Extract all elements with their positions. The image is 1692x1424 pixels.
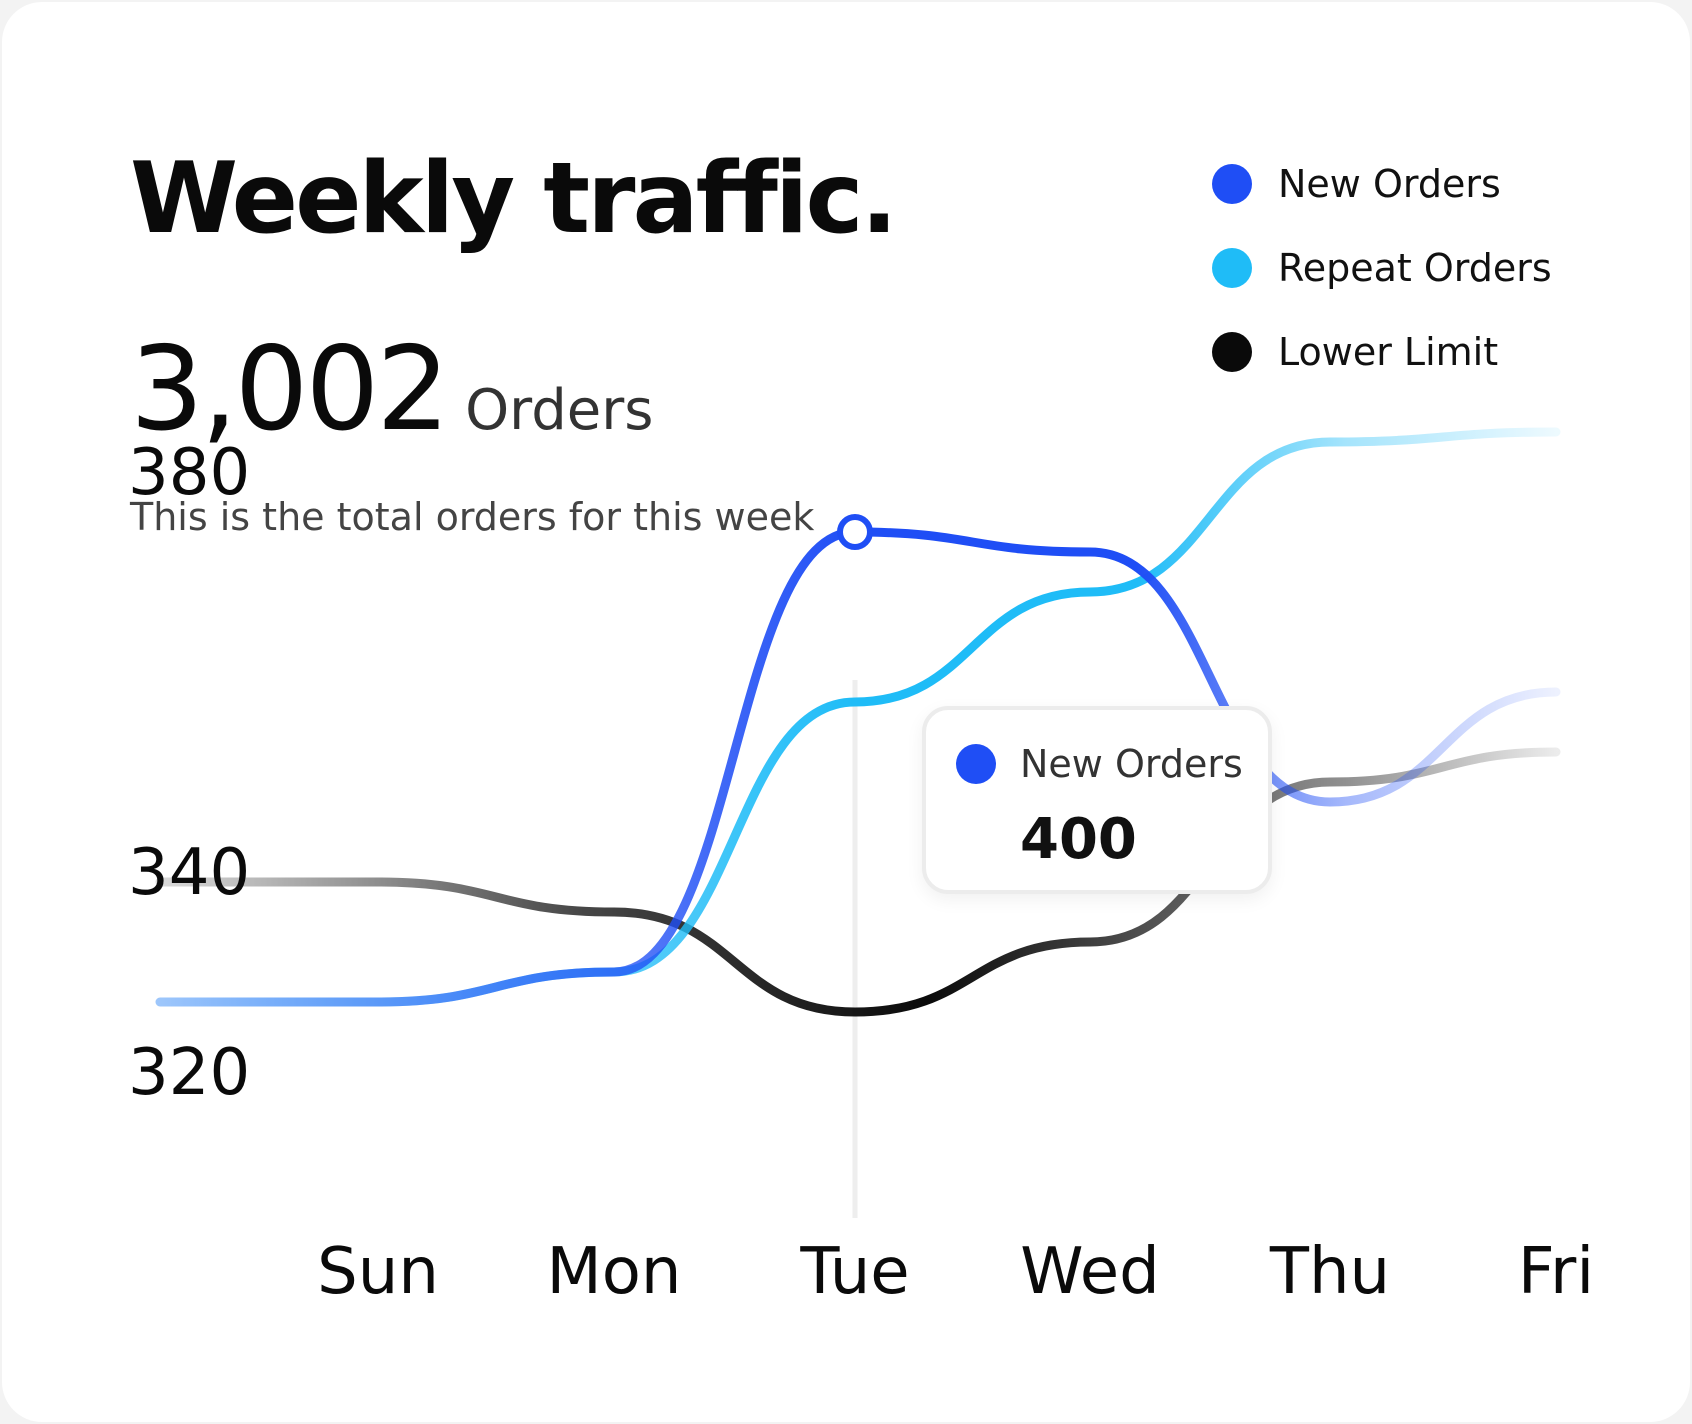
total-orders-unit: Orders xyxy=(465,378,654,443)
x-tick-label: Thu xyxy=(1269,1235,1390,1309)
series-line-new-orders xyxy=(155,527,1561,1007)
legend-item-new-orders: New Orders xyxy=(1212,142,1552,226)
legend-dot-new-orders xyxy=(1212,164,1252,204)
tooltip-dot xyxy=(956,744,996,784)
total-orders: 3,002 Orders xyxy=(130,332,653,448)
tooltip-value: 400 xyxy=(1020,807,1137,872)
highlight-point-marker[interactable] xyxy=(837,514,873,550)
legend-item-lower-limit: Lower Limit xyxy=(1212,310,1552,394)
y-tick-label: 320 xyxy=(128,1036,250,1110)
legend-dot-lower-limit xyxy=(1212,332,1252,372)
legend-label-lower-limit: Lower Limit xyxy=(1278,330,1499,374)
series-line-lower-limit xyxy=(155,747,1561,1017)
x-tick-label: Tue xyxy=(799,1235,909,1309)
tooltip-label: New Orders xyxy=(1020,742,1243,786)
legend-dot-repeat-orders xyxy=(1212,248,1252,288)
card-title: Weekly traffic. xyxy=(130,142,898,256)
x-tick-label: Sun xyxy=(317,1235,439,1309)
x-tick-label: Wed xyxy=(1020,1235,1160,1309)
legend-label-repeat-orders: Repeat Orders xyxy=(1278,246,1552,290)
y-tick-label: 340 xyxy=(128,836,250,910)
legend-label-new-orders: New Orders xyxy=(1278,162,1501,206)
chart-tooltip: New Orders 400 xyxy=(922,706,1272,894)
y-tick-label: 380 xyxy=(128,436,250,510)
card-subtitle: This is the total orders for this week xyxy=(130,495,815,539)
x-tick-label: Fri xyxy=(1518,1235,1594,1309)
chart-legend: New Orders Repeat Orders Lower Limit xyxy=(1212,142,1552,394)
total-orders-value: 3,002 xyxy=(130,322,450,457)
legend-item-repeat-orders: Repeat Orders xyxy=(1212,226,1552,310)
x-tick-label: Mon xyxy=(547,1235,682,1309)
